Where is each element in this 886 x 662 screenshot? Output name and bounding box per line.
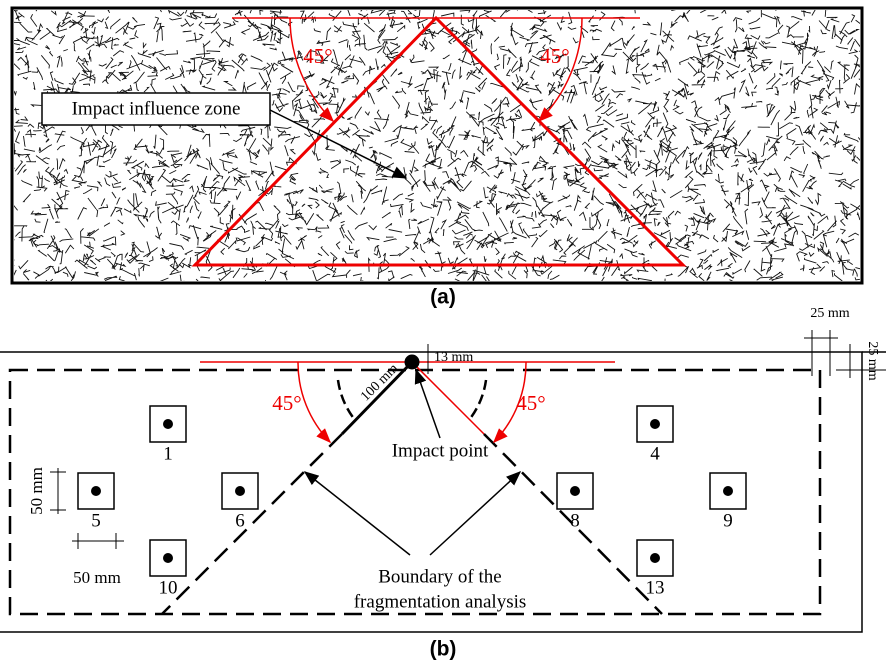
sample-center: [650, 419, 660, 429]
boundary-label: Boundary of the: [378, 566, 501, 587]
arrow: [416, 370, 440, 438]
sample-center: [91, 486, 101, 496]
sample-label: 8: [570, 510, 580, 531]
sample-center: [650, 553, 660, 563]
sample-label: 13: [646, 577, 665, 598]
sample-label: 9: [723, 510, 733, 531]
sample-center: [235, 486, 245, 496]
dim-label: 13 mm: [434, 350, 473, 365]
sample-center: [163, 419, 173, 429]
sample-center: [570, 486, 580, 496]
angle-label: 45°: [303, 44, 332, 68]
sample-label: 5: [91, 510, 101, 531]
radius-arc: [469, 380, 486, 420]
sample-center: [723, 486, 733, 496]
caption: (b): [430, 638, 457, 661]
dim-label: 50 mm: [27, 467, 46, 515]
sample-center: [163, 553, 173, 563]
sample-label: 1: [163, 443, 173, 464]
angle-arc: [298, 362, 330, 442]
impact-label: Impact point: [392, 440, 489, 461]
dim-label: 25 mm: [810, 306, 849, 321]
radius-line: [342, 362, 412, 434]
caption: (a): [430, 286, 456, 309]
sample-label: 6: [235, 510, 245, 531]
angle-label: 45°: [516, 391, 545, 415]
radius-line: [412, 362, 484, 434]
dim-label: 50 mm: [73, 568, 121, 587]
boundary-line: [162, 434, 342, 614]
radius-arc: [338, 380, 355, 420]
angle-label: 45°: [540, 44, 569, 68]
sample-label: 4: [650, 443, 660, 464]
panel-a: 45° 45° Impact influence zone (a): [5, 0, 871, 309]
dim-label: 25 mm: [865, 341, 880, 380]
annotation: Impact influence zone: [72, 98, 241, 119]
angle-label: 45°: [272, 391, 301, 415]
boundary-label: fragmentation analysis: [354, 591, 527, 612]
arrow: [305, 472, 410, 555]
dim-label: 100 mm: [358, 361, 401, 404]
figure: 45° 45° Impact influence zone (a): [0, 0, 886, 662]
sample-label: 10: [159, 577, 178, 598]
impact-point: [405, 355, 419, 369]
arrow: [430, 472, 520, 555]
